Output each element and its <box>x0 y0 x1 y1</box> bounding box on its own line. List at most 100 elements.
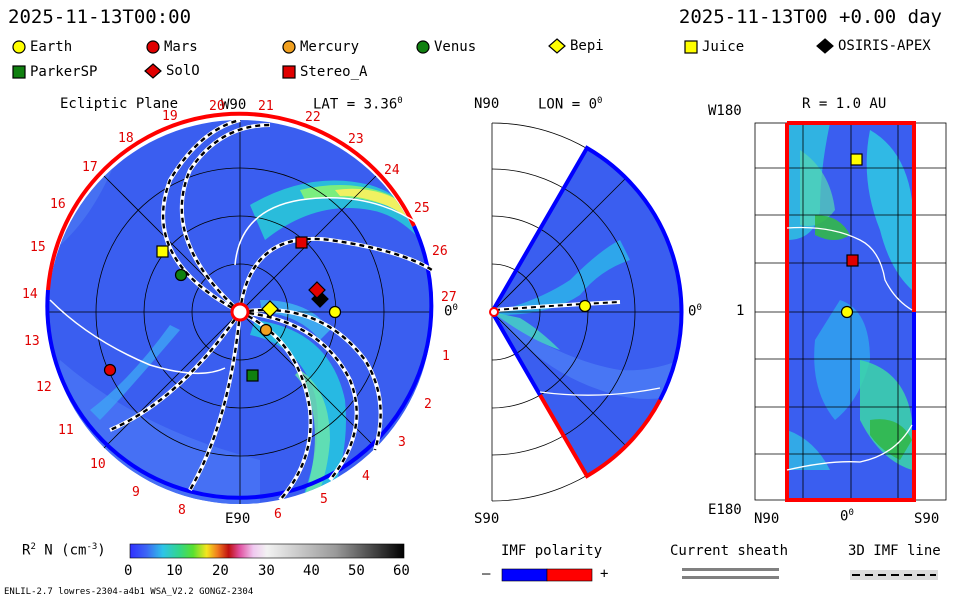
radial-x-mid-label: 00 <box>840 508 854 525</box>
legend-label: Venus <box>434 39 477 55</box>
model-footer: ENLIL-2.7 lowres-2304-a4b1 WSA_V2.2 GONG… <box>4 587 254 597</box>
meridional-top-label: N90 <box>474 96 500 112</box>
legend-parkersp: ParkerSP <box>12 64 97 80</box>
colorbar-label: R2 N (cm-3) <box>22 542 106 559</box>
earth-marker-icon <box>578 299 592 313</box>
carrington-label: 10 <box>90 457 106 472</box>
earth-marker-icon <box>12 40 26 54</box>
parkersp-marker-icon <box>246 369 259 382</box>
carrington-label: 8 <box>178 503 186 518</box>
solo-marker-icon <box>308 281 326 299</box>
carrington-labels: 1 2 3 4 5 6 8 9 10 11 12 13 14 15 16 17 … <box>22 99 457 522</box>
radial-x-mid-degree: 0 <box>848 508 854 518</box>
radial-bodies <box>840 153 863 319</box>
legend-label: Earth <box>30 39 73 55</box>
carrington-label: 22 <box>305 110 321 125</box>
lon-degree: 0 <box>597 96 603 106</box>
legend-label: Mars <box>164 39 198 55</box>
legend-mars: Mars <box>146 39 198 55</box>
carrington-label: 15 <box>30 240 46 255</box>
legend-mercury: Mercury <box>282 39 359 55</box>
carrington-label: 27 <box>441 290 457 305</box>
ecliptic-right-degree: 0 <box>452 303 458 313</box>
osiris-apex-marker-icon <box>816 38 834 54</box>
legend-bepi: Bepi <box>548 38 604 54</box>
venus-marker-icon <box>174 268 188 282</box>
imf-negative-swatch <box>501 568 548 582</box>
imf-polarity-ring-negative <box>45 225 434 500</box>
ecliptic-right-value: 0 <box>444 303 453 320</box>
carrington-label: 2 <box>424 397 432 412</box>
imf3d-title: 3D IMF line <box>848 543 941 559</box>
imf-minus-label: – <box>482 566 491 582</box>
legend-juice: Juice <box>684 39 744 55</box>
colorbar-tick: 0 <box>124 563 133 579</box>
legend-label: SolO <box>166 63 200 79</box>
ecliptic-title: Ecliptic Plane <box>60 96 179 112</box>
ecliptic-bodies <box>103 236 342 382</box>
earth-marker-icon <box>840 305 854 319</box>
stereo-a-marker-icon <box>295 236 308 249</box>
carrington-label: 16 <box>50 197 66 212</box>
radial-current-sheath <box>786 226 913 471</box>
carrington-label: 23 <box>348 132 364 147</box>
radial-mid-left-label: 1 <box>736 303 745 319</box>
radial-border-positive <box>785 121 916 502</box>
sun-icon <box>489 307 499 317</box>
meridional-ring-negative <box>490 145 684 401</box>
current-sheath-line <box>49 197 421 375</box>
radial-title: R = 1.0 AU <box>802 96 887 112</box>
sun-icon <box>230 302 250 322</box>
colorbar-tick: 40 <box>303 563 320 579</box>
colorbar-tick: 60 <box>393 563 410 579</box>
mercury-marker-icon <box>259 323 273 337</box>
meridional-right-degree: 0 <box>696 303 702 313</box>
carrington-label: 1 <box>442 349 450 364</box>
colorbar-tick: 50 <box>348 563 365 579</box>
juice-marker-icon <box>156 245 169 258</box>
bepi-marker-icon <box>261 300 279 318</box>
meridional-bottom-label: S90 <box>474 511 500 527</box>
imf-positive-swatch <box>546 568 593 582</box>
carrington-label: 12 <box>36 380 52 395</box>
venus-marker-icon <box>416 40 430 54</box>
mars-marker-icon <box>103 363 117 377</box>
meridional-right-label: 00 <box>688 303 702 320</box>
current-sheath-swatch <box>682 576 779 579</box>
carrington-label: 14 <box>22 287 38 302</box>
colorbar-tick: 10 <box>166 563 183 579</box>
carrington-label: 13 <box>24 334 40 349</box>
colorbar-tick: 20 <box>212 563 229 579</box>
legend-label: Juice <box>702 39 745 55</box>
carrington-label: 17 <box>82 160 98 175</box>
carrington-label: 24 <box>384 163 400 178</box>
colorbar <box>129 543 405 559</box>
legend-label: ParkerSP <box>30 64 98 80</box>
carrington-label: 5 <box>320 492 328 507</box>
legend-label: OSIRIS-APEX <box>838 38 931 54</box>
ecliptic-lat: LAT = 3.360 <box>313 96 403 113</box>
carrington-label: 19 <box>162 109 178 124</box>
carrington-label: 18 <box>118 131 134 146</box>
stereo-a-marker-icon <box>846 254 859 267</box>
imf-plus-label: + <box>600 566 609 582</box>
colorbar-label-end: ) <box>97 542 106 559</box>
ecliptic-right-label: 00 <box>444 303 458 320</box>
legend-venus: Venus <box>416 39 476 55</box>
meridional-lon: LON = 00 <box>538 96 602 113</box>
lon-text: LON = 0 <box>538 96 598 113</box>
juice-marker-icon <box>850 153 863 166</box>
juice-marker-icon <box>684 40 698 54</box>
colorbar-label-sup: 2 <box>30 542 36 552</box>
bepi-marker-icon <box>548 38 566 54</box>
legend-label: Mercury <box>300 39 360 55</box>
radial-bottom-left-label: E180 <box>708 502 742 518</box>
carrington-label: 20 <box>209 99 225 114</box>
solo-marker-icon <box>144 63 162 79</box>
meridional-edge <box>490 310 542 397</box>
carrington-label: 9 <box>132 485 140 500</box>
ecliptic-top-label: W90 <box>221 97 247 113</box>
colorbar-tick: 30 <box>258 563 275 579</box>
radial-x-left-label: N90 <box>754 511 780 527</box>
carrington-label: 4 <box>362 469 370 484</box>
